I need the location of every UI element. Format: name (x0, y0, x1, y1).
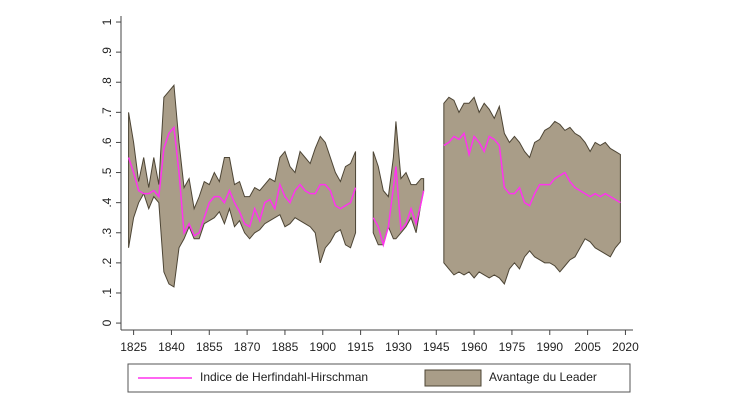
x-tick-label: 1885 (272, 340, 299, 354)
y-tick-label: .9 (100, 47, 114, 57)
y-tick-label: .7 (100, 107, 114, 117)
x-tick-label: 1990 (536, 340, 563, 354)
y-tick-label: .5 (100, 167, 114, 177)
y-tick-label: 1 (100, 18, 114, 25)
x-tick-label: 1855 (196, 340, 223, 354)
x-tick-label: 2020 (612, 340, 639, 354)
x-tick-label: 1945 (423, 340, 450, 354)
y-tick-label: .1 (100, 288, 114, 298)
legend-box (127, 363, 631, 393)
y-tick-label: .2 (100, 258, 114, 268)
y-tick-label: .3 (100, 227, 114, 237)
x-tick-label: 1960 (461, 340, 488, 354)
hhi-line (127, 125, 357, 237)
x-tick-label: 1840 (158, 340, 185, 354)
band-area (128, 83, 357, 288)
x-tick-label: 1915 (347, 340, 374, 354)
y-tick-label: 0 (100, 319, 114, 326)
hhi-line (443, 131, 621, 207)
legend-swatch-area (424, 369, 482, 387)
x-tick-label: 1975 (499, 340, 526, 354)
band-area (443, 96, 621, 285)
legend-label: Avantage du Leader (489, 370, 597, 384)
hhi-line (372, 166, 425, 248)
y-tick-label: .4 (100, 197, 114, 207)
x-tick-label: 1930 (385, 340, 412, 354)
x-tick-label: 2005 (574, 340, 601, 354)
legend-label: Indice de Herfindahl-Hirschman (200, 370, 368, 384)
y-tick-label: .8 (100, 77, 114, 87)
x-tick-label: 1870 (234, 340, 261, 354)
x-tick-label: 1900 (309, 340, 336, 354)
y-tick-label: .6 (100, 137, 114, 147)
x-tick-label: 1825 (120, 340, 147, 354)
